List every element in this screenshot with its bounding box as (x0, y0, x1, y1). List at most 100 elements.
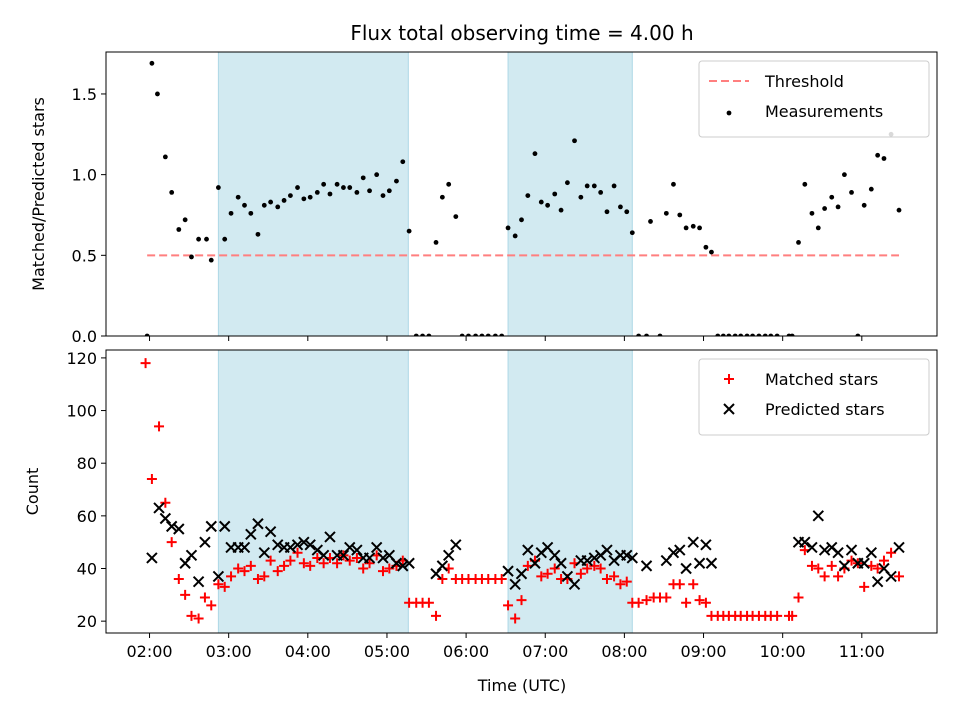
measurements-point (400, 159, 406, 165)
matched-stars-point (536, 571, 547, 582)
matched-stars-point (674, 579, 685, 590)
matched-stars-point (549, 563, 560, 574)
matched-stars-point (378, 566, 388, 577)
measurements-point (697, 225, 702, 231)
predicted-stars-point (363, 552, 376, 564)
measurements-point (815, 225, 821, 231)
measurements-point (774, 333, 780, 336)
matched-stars-point (772, 610, 783, 621)
predicted-stars-point (179, 557, 191, 569)
legend-label: Matched stars (765, 370, 878, 389)
matched-stars-point (154, 421, 165, 432)
matched-stars-point (298, 558, 309, 569)
predicted-stars-point (799, 536, 811, 548)
matched-stars-point (186, 610, 197, 621)
matched-stars-point (633, 597, 644, 608)
shaded-interval-1 (217, 349, 409, 634)
predicted-stars-point (344, 541, 356, 554)
measurements-point (756, 333, 762, 336)
matched-stars-point (661, 592, 672, 603)
measurements-point (386, 188, 392, 194)
legend-measurement-dot (726, 110, 732, 116)
measurements-point (255, 231, 261, 237)
measurements-point (644, 333, 649, 336)
measurements-point (228, 210, 234, 216)
ratio-y-tick-label: 0.5 (72, 246, 97, 265)
measurements-point (636, 333, 642, 336)
predicted-stars-point (351, 544, 363, 556)
predicted-stars-point (159, 512, 172, 525)
measurements-point (835, 204, 841, 210)
measurements-point (663, 210, 669, 216)
measurements-point (558, 207, 564, 213)
legend-x-marker (723, 403, 735, 415)
measurements-point (301, 196, 307, 202)
predicted-stars-point (522, 544, 534, 556)
predicted-stars-point (272, 539, 284, 551)
matched-stars-point (589, 560, 600, 571)
predicted-stars-point (450, 539, 462, 551)
counts-y-axis-label: Count (23, 468, 42, 516)
measurements-point (354, 189, 360, 195)
predicted-stars-point (212, 570, 225, 583)
predicted-stars-point (219, 520, 231, 533)
ratio-frame (105, 51, 938, 337)
matched-stars-point (226, 571, 237, 582)
predicted-stars-point (165, 520, 178, 533)
measurements-point (453, 214, 459, 219)
counts-y-tick-label: 120 (66, 349, 97, 368)
matched-stars-point (431, 610, 442, 621)
counts-y-tick-label: 20 (77, 612, 97, 631)
matched-stars-point (615, 579, 626, 590)
measurements-point (367, 188, 372, 194)
matched-stars-point (595, 563, 606, 574)
counts-plot-area (140, 358, 905, 624)
measurements-point (671, 181, 676, 187)
predicted-stars-point (858, 557, 870, 569)
measurements-point (532, 151, 538, 157)
matched-stars-point (694, 595, 705, 606)
measurements-point (281, 198, 287, 203)
matched-stars-point (245, 560, 256, 571)
predicted-stars-point (621, 549, 633, 562)
counts-legend-box (698, 358, 930, 436)
matched-stars-point (358, 563, 369, 574)
measurements-point (572, 138, 577, 144)
predicted-stars-point (238, 541, 251, 554)
predicted-stars-point (153, 502, 165, 514)
matched-stars-point (206, 600, 217, 611)
measurements-point (896, 207, 902, 213)
matched-stars-point (166, 537, 177, 548)
predicted-stars-point (806, 541, 818, 554)
shaded-interval-1 (217, 51, 409, 337)
x-tick-label: 04:00 (285, 642, 331, 661)
matched-stars-point (700, 597, 711, 608)
measurements-point (321, 181, 327, 187)
measurements-point (744, 333, 750, 336)
matched-stars-point (285, 555, 296, 566)
measurements-point (275, 204, 281, 210)
matched-stars-point (621, 576, 632, 587)
matched-stars-point (806, 560, 817, 571)
measurements-point (473, 333, 478, 336)
measurements-point (485, 333, 491, 336)
measurements-point (394, 178, 399, 184)
measurements-point (512, 233, 518, 239)
predicted-stars-point (705, 557, 718, 569)
measurements-point (855, 333, 861, 336)
measurements-point (459, 333, 465, 336)
measurements-point (591, 183, 597, 189)
measurements-point (307, 194, 313, 200)
measurements-point (248, 210, 254, 216)
x-tick-label: 11:00 (839, 642, 885, 661)
predicted-stars-point (370, 541, 383, 554)
predicted-stars-point (390, 557, 403, 569)
ratio-y-axis-label: Matched/Predicted stars (29, 97, 48, 291)
measurements-point (235, 194, 241, 200)
measurements-point (479, 333, 485, 336)
measurements-point (849, 189, 854, 195)
chart-title: Flux total observing time = 4.00 h (350, 21, 693, 45)
measurements-point (802, 181, 808, 187)
measurements-point (715, 333, 721, 336)
